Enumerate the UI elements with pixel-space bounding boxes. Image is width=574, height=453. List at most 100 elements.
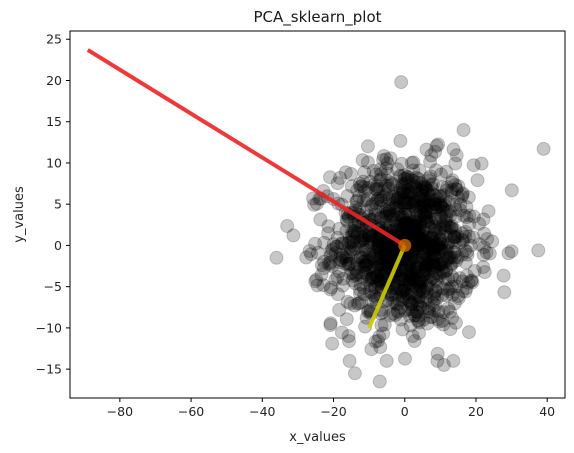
scatter-point bbox=[404, 186, 419, 201]
scatter-point bbox=[390, 219, 405, 234]
scatter-point bbox=[404, 252, 419, 267]
scatter-point bbox=[425, 271, 439, 286]
scatter-point bbox=[348, 276, 363, 291]
scatter-point bbox=[373, 263, 388, 277]
component-line-1 bbox=[86, 48, 406, 248]
scatter-point bbox=[342, 256, 357, 271]
scatter-point bbox=[410, 215, 425, 230]
scatter-point bbox=[399, 287, 414, 302]
scatter-point bbox=[344, 179, 359, 194]
scatter-point bbox=[360, 255, 375, 270]
scatter-point bbox=[436, 256, 451, 271]
scatter-point bbox=[458, 225, 473, 239]
scatter-point bbox=[409, 288, 423, 303]
scatter-point bbox=[374, 267, 389, 282]
scatter-point bbox=[421, 234, 436, 249]
scatter-point bbox=[435, 281, 450, 296]
scatter-point bbox=[425, 254, 440, 269]
scatter-point bbox=[350, 265, 365, 280]
scatter-point bbox=[415, 275, 430, 290]
scatter-point bbox=[485, 234, 500, 249]
scatter-point bbox=[428, 284, 443, 299]
scatter-point bbox=[324, 247, 338, 262]
scatter-point bbox=[410, 304, 425, 319]
scatter-point bbox=[433, 221, 448, 236]
scatter-point bbox=[412, 283, 427, 297]
scatter-point bbox=[438, 244, 453, 259]
scatter-point bbox=[392, 207, 407, 222]
scatter-point bbox=[346, 269, 361, 284]
scatter-point bbox=[370, 193, 385, 208]
scatter-point bbox=[365, 228, 380, 243]
scatter-point bbox=[420, 205, 435, 220]
scatter-point bbox=[443, 258, 458, 273]
scatter-point bbox=[359, 243, 374, 257]
plot-frame bbox=[69, 30, 566, 399]
y-tick-label: 0 bbox=[54, 238, 62, 253]
scatter-point bbox=[350, 257, 365, 272]
scatter-point bbox=[476, 240, 491, 255]
scatter-point bbox=[446, 233, 460, 248]
scatter-point bbox=[398, 277, 413, 292]
scatter-point bbox=[360, 155, 375, 170]
scatter-point bbox=[399, 264, 414, 279]
scatter-point bbox=[334, 325, 349, 340]
scatter-point bbox=[412, 228, 427, 243]
scatter-point bbox=[380, 156, 395, 171]
scatter-point bbox=[439, 183, 454, 198]
scatter-point bbox=[432, 225, 447, 240]
scatter-point bbox=[371, 191, 386, 206]
scatter-point bbox=[423, 154, 438, 169]
scatter-point bbox=[403, 195, 418, 210]
scatter-point bbox=[352, 282, 367, 297]
scatter-point bbox=[413, 300, 428, 315]
scatter-point bbox=[416, 236, 431, 251]
scatter-point bbox=[376, 149, 391, 163]
scatter-point bbox=[466, 230, 481, 245]
scatter-point bbox=[357, 260, 372, 275]
scatter-point bbox=[400, 224, 415, 238]
scatter-point bbox=[416, 234, 431, 249]
scatter-point bbox=[426, 177, 441, 192]
scatter-point bbox=[378, 240, 393, 255]
scatter-point bbox=[416, 188, 431, 203]
component-lines bbox=[86, 48, 407, 329]
scatter-point bbox=[416, 221, 431, 236]
scatter-point bbox=[427, 222, 442, 237]
scatter-point bbox=[402, 207, 417, 222]
scatter-point bbox=[395, 282, 410, 297]
scatter-point bbox=[383, 209, 398, 224]
scatter-point bbox=[418, 245, 433, 260]
scatter-point bbox=[341, 257, 356, 271]
scatter-point bbox=[455, 187, 470, 202]
scatter-point bbox=[358, 243, 373, 258]
scatter-point bbox=[313, 212, 328, 227]
scatter-point bbox=[362, 261, 377, 276]
scatter-point bbox=[412, 244, 427, 258]
scatter-point bbox=[420, 183, 435, 198]
scatter-point bbox=[427, 248, 441, 263]
scatter-point bbox=[372, 233, 387, 248]
scatter-point bbox=[387, 200, 402, 215]
scatter-point bbox=[449, 253, 464, 268]
scatter-point bbox=[403, 318, 418, 333]
scatter-point bbox=[417, 262, 432, 276]
scatter-point bbox=[414, 176, 429, 191]
scatter-point bbox=[413, 238, 428, 253]
scatter-point bbox=[355, 270, 370, 284]
scatter-point bbox=[269, 250, 284, 265]
scatter-point bbox=[393, 312, 408, 327]
scatter-point bbox=[407, 214, 422, 229]
scatter-point bbox=[470, 173, 485, 188]
scatter-point bbox=[398, 207, 412, 222]
scatter-point bbox=[353, 286, 367, 301]
scatter-point bbox=[398, 225, 413, 240]
scatter-point bbox=[427, 235, 442, 249]
scatter-point bbox=[455, 186, 470, 201]
scatter-point bbox=[423, 197, 438, 212]
scatter-point bbox=[393, 168, 407, 183]
scatter-point bbox=[421, 278, 436, 293]
scatter-point bbox=[436, 218, 451, 233]
scatter-point bbox=[433, 207, 448, 222]
scatter-point bbox=[366, 163, 381, 178]
